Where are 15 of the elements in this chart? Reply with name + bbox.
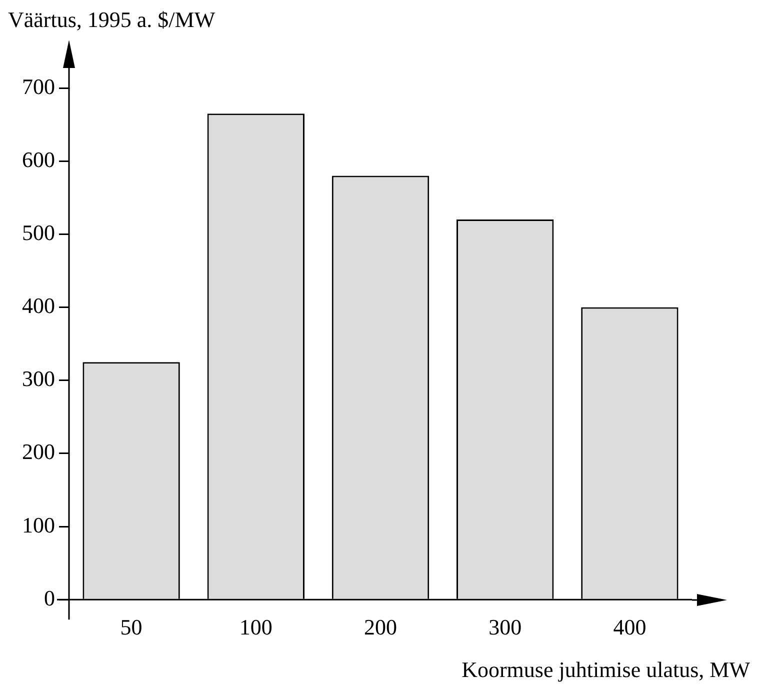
- y-tick-label: 300: [22, 366, 55, 392]
- x-tick-label: 200: [364, 614, 397, 640]
- y-tick-label: 0: [44, 585, 55, 610]
- y-tick-label: 600: [22, 146, 55, 172]
- y-tick-label: 400: [22, 293, 55, 318]
- x-tick-label: 300: [488, 614, 522, 640]
- y-tick-label: 500: [22, 220, 55, 245]
- y-tick-label: 700: [22, 74, 55, 99]
- x-tick-label: 400: [613, 614, 646, 640]
- y-tick-label: 100: [22, 512, 55, 538]
- x-axis-title: Koormuse juhtimise ulatus, MW: [462, 656, 750, 682]
- y-tick-label: 200: [22, 439, 55, 464]
- y-axis-title: Väärtus, 1995 a. $/MW: [8, 6, 216, 32]
- x-tick-label: 100: [239, 614, 272, 640]
- x-tick-label: 50: [120, 614, 142, 640]
